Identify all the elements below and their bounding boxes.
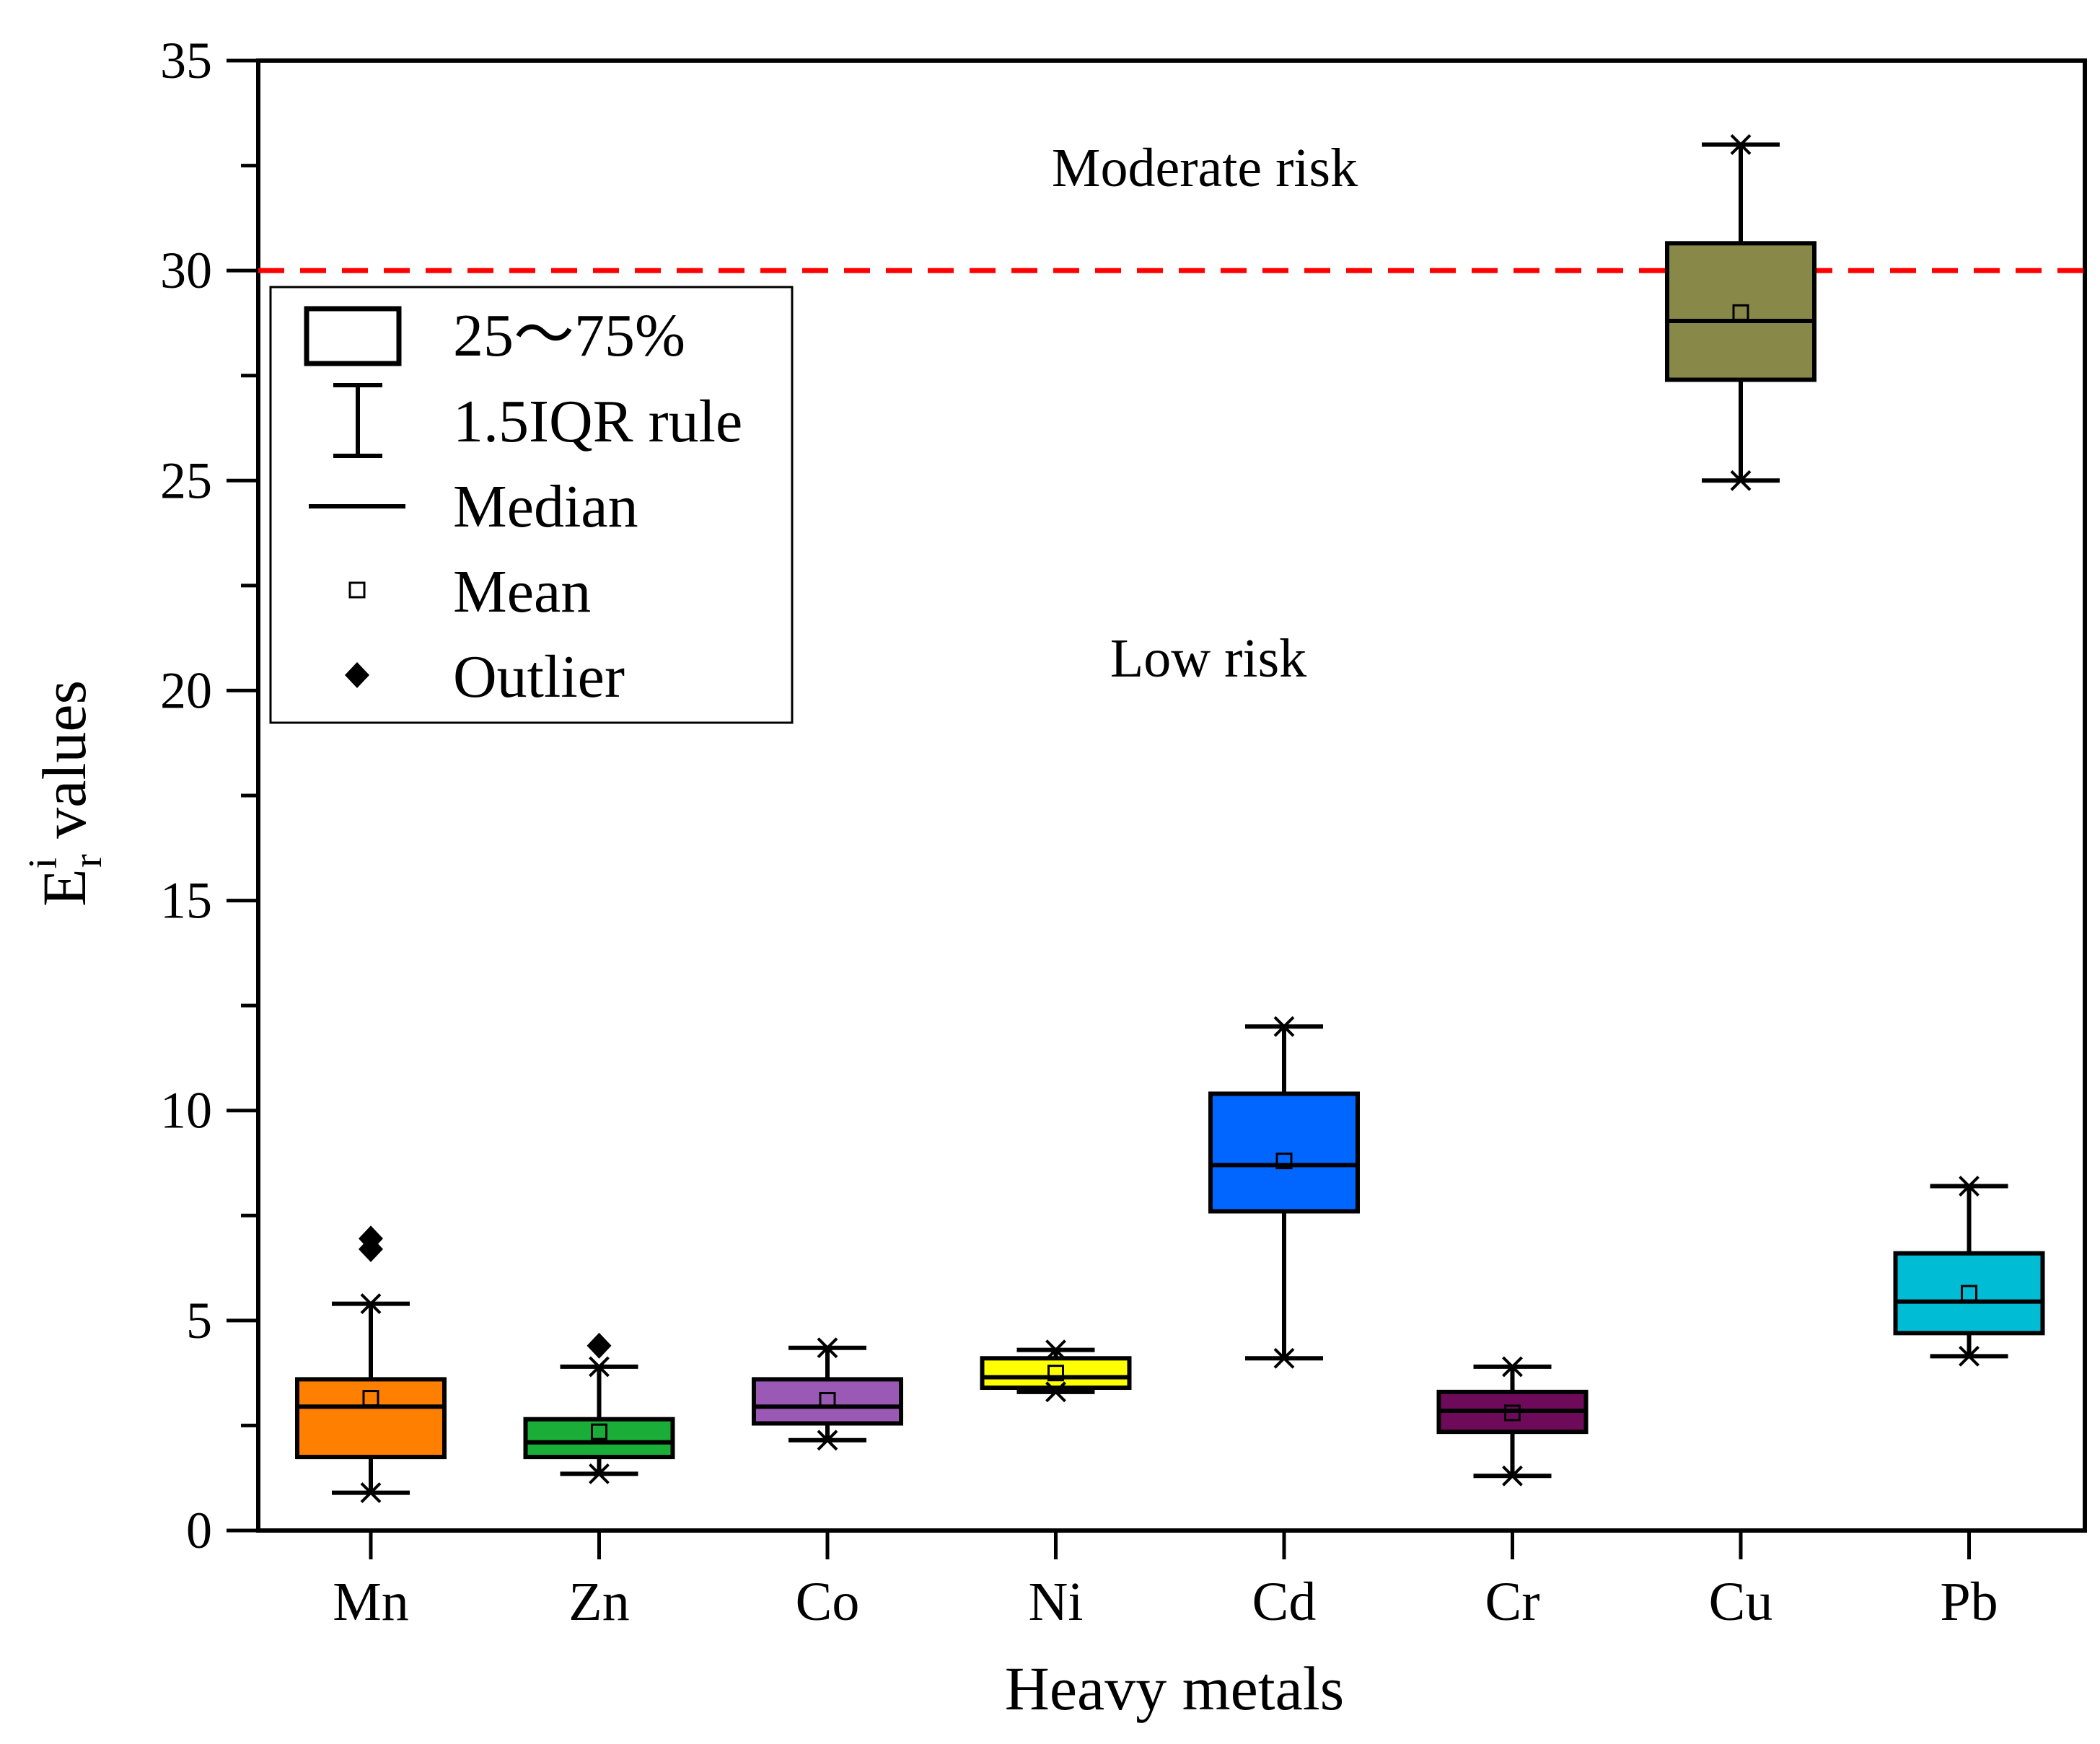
max-marker (589, 1356, 610, 1378)
iqr-box (1208, 1091, 1360, 1214)
legend-label-box: 25～75% (453, 302, 685, 369)
x-tick-label-cd: Cd (1252, 1572, 1317, 1632)
svg-text:Eir values: Eir values (21, 680, 110, 907)
box-zn (523, 1332, 675, 1476)
min-marker-b (589, 1463, 610, 1484)
x-tick-label-co: Co (796, 1572, 860, 1632)
max-marker (1730, 134, 1752, 155)
iqr-box (295, 1377, 447, 1460)
box-co (752, 1345, 903, 1443)
box-mn (295, 1225, 447, 1495)
box-ni (980, 1347, 1132, 1394)
min-marker (1273, 1347, 1295, 1369)
max-marker-b (1502, 1356, 1523, 1378)
box-cu (1665, 142, 1816, 483)
legend-box-symbol (304, 306, 402, 366)
y-tick-label: 25 (160, 452, 212, 509)
min-marker-b (1730, 470, 1752, 491)
x-tick-label-zn: Zn (568, 1572, 629, 1632)
min-marker (360, 1482, 382, 1504)
box-pb (1893, 1184, 2045, 1359)
y-axis-title-base: E (30, 868, 99, 907)
max-marker-b (1273, 1016, 1295, 1037)
min-marker (1959, 1345, 1980, 1367)
legend-label-mean: Mean (453, 558, 591, 625)
box-cr (1436, 1364, 1589, 1479)
max-marker (1273, 1016, 1295, 1037)
legend-label-outlier: Outlier (453, 643, 625, 710)
x-tick-label-pb: Pb (1940, 1572, 1998, 1632)
max-marker-b (1730, 134, 1752, 155)
legend-mean-symbol (348, 581, 366, 599)
y-tick-label: 30 (160, 242, 212, 299)
y-axis-title-superscript: i (21, 858, 66, 869)
x-tick-label-cu: Cu (1709, 1572, 1773, 1632)
min-marker-b (1959, 1345, 1980, 1367)
max-marker (1959, 1176, 1980, 1197)
max-marker-b (817, 1337, 838, 1359)
mean-marker (1732, 304, 1749, 321)
legend-label-whisker: 1.5IQR rule (453, 388, 742, 455)
mean-marker (819, 1391, 836, 1409)
mean-marker (362, 1390, 379, 1407)
y-tick-label: 10 (160, 1082, 212, 1140)
max-marker (1045, 1339, 1066, 1361)
y-tick-label: 20 (160, 661, 212, 719)
mean-marker (1961, 1285, 1977, 1302)
x-tick-label-mn: Mn (333, 1572, 409, 1632)
min-marker (1045, 1381, 1066, 1403)
x-tick-label-cr: Cr (1485, 1572, 1540, 1632)
x-axis-title: Heavy metals (1005, 1654, 1344, 1723)
y-tick-label: 5 (186, 1292, 212, 1349)
min-marker (817, 1430, 838, 1451)
iqr-box (1665, 241, 1816, 382)
iqr-box (980, 1356, 1132, 1391)
mean-marker (591, 1423, 607, 1440)
min-marker-b (817, 1430, 838, 1451)
min-marker-b (360, 1482, 382, 1504)
box-cd (1208, 1024, 1360, 1361)
legend-outlier-symbol (345, 662, 369, 688)
mean-marker (1047, 1365, 1064, 1382)
legend-label-median: Median (453, 473, 638, 540)
iqr-box (752, 1377, 903, 1426)
min-marker-b (1045, 1381, 1066, 1403)
min-marker (1730, 470, 1752, 491)
max-marker-b (1045, 1339, 1066, 1361)
iqr-box (1893, 1251, 2045, 1336)
min-marker-b (1273, 1347, 1295, 1369)
y-tick-label: 0 (186, 1502, 212, 1559)
max-marker (360, 1293, 382, 1314)
y-axis-title-suffix: values (30, 680, 99, 854)
outlier-marker (359, 1225, 383, 1252)
y-tick-label: 15 (160, 872, 212, 930)
max-marker-b (1959, 1176, 1980, 1197)
max-marker-b (589, 1356, 610, 1378)
mean-marker (1275, 1153, 1293, 1170)
moderate-risk-label: Moderate risk (1052, 138, 1358, 198)
min-marker-b (1502, 1465, 1523, 1487)
y-axis-title-subscript: r (66, 854, 110, 868)
plot-layer: 0 5 10 15 20 25 30 35 Mn Zn Co Ni Cd Cr Cu Pb (160, 32, 2087, 1632)
low-risk-label: Low risk (1110, 628, 1306, 689)
max-marker (1502, 1356, 1523, 1378)
min-marker (589, 1463, 610, 1484)
legend: 25～75% 1.5IQR rule Median Mean Outlier (269, 286, 794, 724)
y-axis-title: Eir values (21, 680, 110, 907)
min-marker (1502, 1465, 1523, 1487)
mean-marker (1504, 1404, 1521, 1422)
x-tick-label-ni: Ni (1029, 1572, 1084, 1632)
legend-whisker-symbol (333, 383, 382, 458)
max-marker (817, 1337, 838, 1359)
max-marker-b (360, 1293, 382, 1314)
y-tick-label: 35 (160, 32, 212, 89)
outlier-marker (586, 1332, 612, 1359)
